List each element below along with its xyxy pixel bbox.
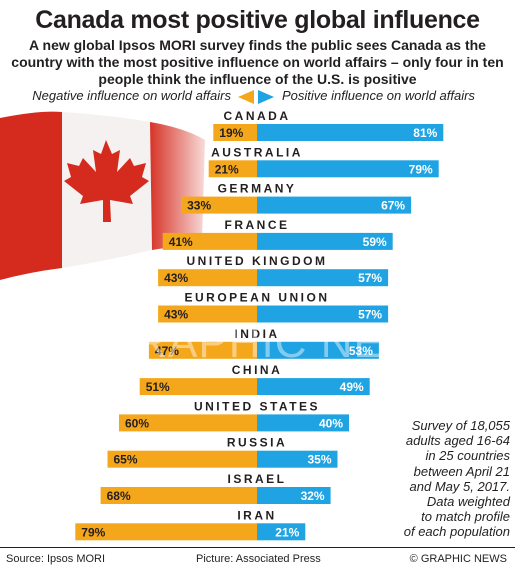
value-label-negative-united-kingdom: 43%: [164, 271, 188, 285]
country-label-israel: ISRAEL: [227, 472, 286, 486]
watermark: GRAPHIC NEWS: [100, 318, 457, 367]
survey-note: Survey of 18,055 adults aged 16-64 in 25…: [403, 418, 510, 540]
bar-negative-germany: [181, 196, 257, 214]
value-label-negative-united-states: 60%: [125, 416, 149, 430]
value-label-negative-canada: 19%: [219, 126, 243, 140]
value-label-negative-european-union: 43%: [164, 308, 188, 322]
country-label-canada: CANADA: [224, 109, 291, 123]
bar-positive-china: [257, 378, 370, 396]
legend: Negative influence on world affairs Posi…: [0, 88, 515, 108]
value-label-positive-germany: 67%: [381, 199, 405, 213]
country-label-united-kingdom: UNITED KINGDOM: [187, 254, 328, 268]
value-label-positive-united-kingdom: 57%: [358, 271, 382, 285]
value-label-positive-european-union: 57%: [358, 308, 382, 322]
value-label-positive-australia: 79%: [409, 162, 433, 176]
country-label-united-states: UNITED STATES: [194, 399, 320, 413]
value-label-positive-canada: 81%: [413, 126, 437, 140]
bar-negative-european-union: [158, 305, 257, 323]
positive-arrow-icon: [258, 90, 274, 104]
chart-subtitle: A new global Ipsos MORI survey finds the…: [11, 37, 504, 87]
value-label-negative-india: 47%: [155, 344, 179, 358]
canada-flag-picture: [0, 110, 210, 282]
bar-positive-russia: [257, 450, 338, 468]
bar-negative-iran: [75, 523, 257, 541]
bar-positive-israel: [257, 487, 331, 504]
value-label-negative-israel: 68%: [107, 489, 131, 503]
country-label-russia: RUSSIA: [227, 436, 287, 450]
bar-negative-russia: [107, 450, 257, 468]
bar-positive-united-states: [257, 414, 349, 432]
country-label-india: INDIA: [234, 327, 279, 341]
country-label-germany: GERMANY: [218, 182, 297, 196]
value-label-negative-china: 51%: [146, 380, 170, 394]
bar-positive-united-kingdom: [257, 269, 389, 287]
bar-positive-france: [257, 232, 393, 250]
legend-arrows-icon: [238, 90, 274, 104]
value-label-positive-china: 49%: [340, 380, 364, 394]
country-label-european-union: EUROPEAN UNION: [184, 291, 329, 305]
bar-positive-canada: [257, 124, 444, 141]
bar-positive-germany: [257, 196, 412, 214]
chart-title: Canada most positive global influence: [35, 6, 480, 34]
bar-negative-israel: [100, 487, 257, 504]
country-label-china: CHINA: [232, 363, 283, 377]
copyright-text: © GRAPHIC NEWS: [409, 553, 507, 565]
value-label-positive-france: 59%: [363, 235, 387, 249]
source-text: Source: Ipsos MORI: [6, 553, 106, 565]
value-label-negative-russia: 65%: [114, 453, 138, 467]
diverging-bar-chart: CANADA 19% 81% AUSTRALIA 21% 79% GERMANY 33% 67%…: [0, 109, 444, 541]
value-label-positive-russia: 35%: [307, 453, 331, 467]
bar-negative-china: [139, 378, 257, 396]
country-label-australia: AUSTRALIA: [211, 145, 303, 159]
bar-negative-canada: [213, 124, 257, 141]
value-label-positive-israel: 32%: [301, 489, 325, 503]
bar-positive-european-union: [257, 305, 389, 323]
country-label-iran: IRAN: [237, 508, 276, 522]
bar-negative-united-states: [119, 414, 257, 432]
bar-positive-iran: [257, 523, 306, 541]
bar-positive-australia: [257, 160, 439, 178]
bar-negative-india: [148, 341, 257, 359]
bar-negative-australia: [208, 160, 257, 178]
legend-negative-label: Negative influence on world affairs: [32, 88, 231, 103]
value-label-negative-germany: 33%: [187, 199, 211, 213]
value-label-negative-australia: 21%: [215, 162, 239, 176]
bar-positive-india: [257, 341, 379, 359]
bar-negative-united-kingdom: [158, 269, 257, 287]
value-label-negative-iran: 79%: [81, 525, 105, 539]
negative-arrow-icon: [238, 90, 254, 104]
value-label-positive-united-states: 40%: [319, 416, 343, 430]
value-label-positive-iran: 21%: [275, 525, 299, 539]
country-label-france: FRANCE: [225, 218, 290, 232]
legend-positive-label: Positive influence on world affairs: [282, 88, 475, 103]
picture-credit: Picture: Associated Press: [196, 553, 321, 565]
bar-negative-france: [162, 232, 257, 250]
value-label-positive-india: 53%: [349, 344, 373, 358]
value-label-negative-france: 41%: [169, 235, 193, 249]
footer: Source: Ipsos MORI Picture: Associated P…: [0, 547, 515, 570]
